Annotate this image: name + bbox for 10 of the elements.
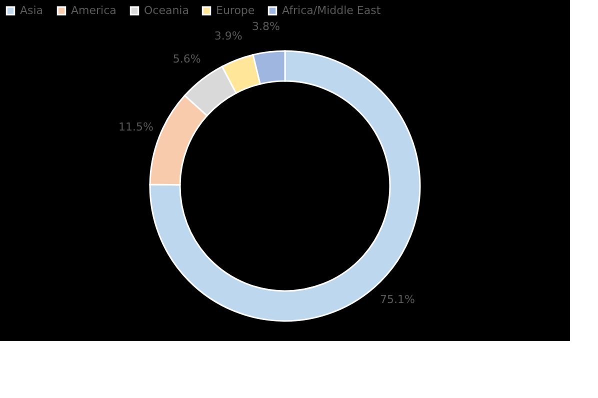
legend-label: Europe: [216, 4, 255, 17]
data-label: 3.9%: [214, 29, 242, 42]
legend-label: Oceania: [144, 4, 189, 17]
data-label: 5.6%: [172, 52, 201, 66]
legend-label: Asia: [20, 4, 44, 17]
data-label: 3.8%: [252, 20, 280, 34]
data-label: 11.5%: [118, 120, 154, 134]
legend-label: America: [71, 4, 116, 17]
legend-label: Africa/Middle East: [282, 4, 382, 17]
data-label: 75.1%: [380, 292, 415, 306]
